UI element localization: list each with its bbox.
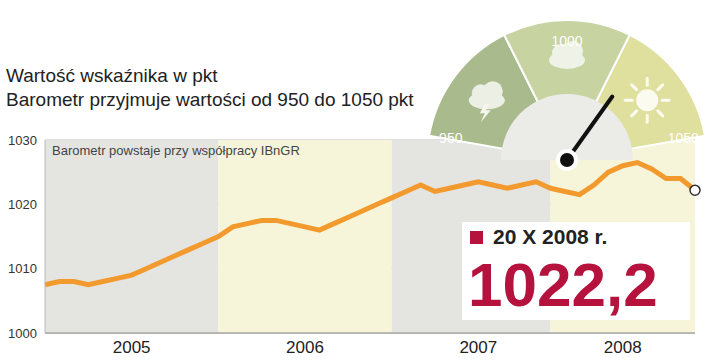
svg-text:1000: 1000 xyxy=(8,326,37,341)
svg-text:1020: 1020 xyxy=(8,197,37,212)
html-text:Wartość wskaźnika w pkt: Wartość wskaźnika w pkt xyxy=(6,65,218,86)
html-text:20 X 2008 r.: 20 X 2008 r. xyxy=(493,225,608,248)
svg-text:2005: 2005 xyxy=(113,338,151,357)
svg-text:1050: 1050 xyxy=(668,130,699,146)
html-text:Barometr przyjmuje wartości od: Barometr przyjmuje wartości od 950 do 10… xyxy=(6,89,414,110)
svg-text:2006: 2006 xyxy=(286,338,324,357)
svg-text:1010: 1010 xyxy=(8,261,37,276)
svg-text:2008: 2008 xyxy=(604,338,642,357)
html-text:Barometr powstaje przy współpr: Barometr powstaje przy współpracy IBnGR xyxy=(52,143,300,158)
svg-text:950: 950 xyxy=(439,130,463,146)
html-text:1022,2: 1022,2 xyxy=(468,250,658,319)
svg-text:1000: 1000 xyxy=(551,33,582,49)
svg-text:2007: 2007 xyxy=(459,338,497,357)
svg-text:1030: 1030 xyxy=(8,133,37,148)
